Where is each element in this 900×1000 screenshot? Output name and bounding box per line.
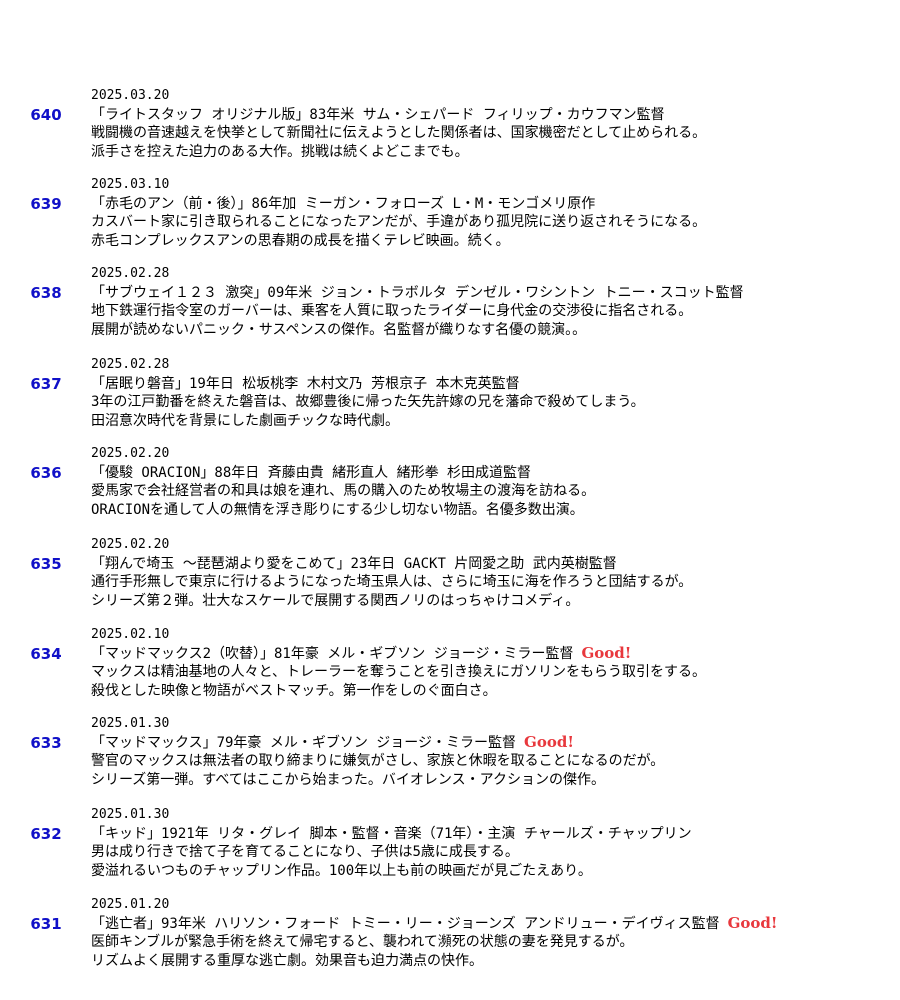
- good-badge: Good!: [727, 914, 778, 932]
- entry-number: 636: [30, 464, 62, 482]
- entry-title: 「マッドマックス」79年豪 メル・ギブソン ジョージ・ミラー監督: [91, 735, 517, 751]
- entry-text: 2025.02.10 「マッドマックス2（吹替）」81年豪 メル・ギブソン ジョ…: [91, 625, 706, 701]
- entry-number: 637: [30, 375, 62, 393]
- entry-date: 2025.01.30: [91, 807, 170, 822]
- entry-title: 「居眠り磐音」19年日 松坂桃李 木村文乃 芳根京子 本木克英監督: [91, 376, 520, 392]
- entry-title-line: 「マッドマックス2（吹替）」81年豪 メル・ギブソン ジョージ・ミラー監督 Goo…: [91, 644, 706, 663]
- entry-date: 2025.03.20: [91, 88, 170, 103]
- entry-text: 2025.01.20 「逃亡者」93年米 ハリソン・フォード トミー・リー・ジョ…: [91, 895, 778, 971]
- movie-entry: 638 2025.02.28 「サブウェイ１２３ 激突」09年米 ジョン・トラボ…: [0, 264, 900, 354]
- entry-comment: ORACIONを通して人の無情を浮き彫りにする少し切ない物語。名優多数出演。: [91, 502, 584, 518]
- entry-comment: 田沼意次時代を背景にした劇画チックな時代劇。: [91, 413, 399, 429]
- entry-synopsis: 戦闘機の音速越えを快挙として新聞社に伝えようとした関係者は、国家機密だとして止め…: [91, 125, 707, 141]
- entry-title: 「マッドマックス2（吹替）」81年豪 メル・ギブソン ジョージ・ミラー監督: [91, 646, 574, 662]
- entry-comment: シリーズ第２弾。壮大なスケールで展開する関西ノリのはっちゃけコメディ。: [91, 593, 580, 609]
- entry-number: 633: [30, 734, 62, 752]
- entry-number: 638: [30, 284, 62, 302]
- entry-number: 639: [30, 195, 62, 213]
- good-badge: Good!: [581, 644, 632, 662]
- movie-entry: 640 2025.03.20 「ライトスタッフ オリジナル版」83年米 サム・シ…: [0, 86, 900, 176]
- entry-text: 2025.01.30 「キッド」1921年 リタ・グレイ 脚本・監督・音楽（71…: [91, 805, 700, 881]
- movie-entry: 634 2025.02.10 「マッドマックス2（吹替）」81年豪 メル・ギブソ…: [0, 625, 900, 715]
- entry-number: 640: [30, 106, 62, 124]
- entry-synopsis: マックスは精油基地の人々と、トレーラーを奪うことを引き換えにガソリンをもらう取引…: [91, 664, 707, 680]
- entry-synopsis: カスバート家に引き取られることになったアンだが、手違があり孤児院に送り返されそう…: [91, 214, 707, 230]
- entry-comment: シリーズ第一弾。すべてはここから始まった。バイオレンス・アクションの傑作。: [91, 772, 605, 788]
- entry-synopsis: 通行手形無しで東京に行けるようになった埼玉県人は、さらに埼玉に海を作ろうと団結す…: [91, 574, 693, 590]
- entry-title: 「ライトスタッフ オリジナル版」83年米 サム・シェパード フィリップ・カウフマ…: [91, 107, 665, 123]
- entry-text: 2025.03.20 「ライトスタッフ オリジナル版」83年米 サム・シェパード…: [91, 86, 706, 162]
- entry-title-line: 「サブウェイ１２３ 激突」09年米 ジョン・トラボルタ デンゼル・ワシントン ト…: [91, 283, 752, 302]
- movie-entry: 636 2025.02.20 「優駿 ORACION」88年日 斉藤由貴 緒形直…: [0, 444, 900, 534]
- entry-date: 2025.03.10: [91, 177, 170, 192]
- entry-date: 2025.01.30: [91, 716, 170, 731]
- entry-synopsis: 男は成り行きで捨て子を育てることになり、子供は5歳に成長する。: [91, 844, 519, 860]
- entry-comment: 殺伐とした映像と物語がベストマッチ。第一作をしのぐ面白さ。: [91, 683, 497, 699]
- entry-synopsis: 3年の江戸勤番を終えた磐音は、故郷豊後に帰った矢先許嫁の兄を藩命で殺めてしまう。: [91, 394, 645, 410]
- entry-number: 634: [30, 645, 62, 663]
- entry-number: 635: [30, 555, 62, 573]
- entry-title-line: 「翔んで埼玉 ～琵琶湖より愛をこめて」23年日 GACKT 片岡愛之助 武内英樹…: [91, 554, 692, 573]
- entry-title: 「赤毛のアン（前・後）」86年加 ミーガン・フォローズ L・M・モンゴメリ原作: [91, 196, 596, 212]
- movie-entry: 632 2025.01.30 「キッド」1921年 リタ・グレイ 脚本・監督・音…: [0, 805, 900, 895]
- movie-entry: 639 2025.03.10 「赤毛のアン（前・後）」86年加 ミーガン・フォロ…: [0, 175, 900, 265]
- entry-synopsis: 愛馬家で会社経営者の和具は娘を連れ、馬の購入のため牧場主の渡海を訪ねる。: [91, 483, 596, 499]
- entry-text: 2025.02.20 「優駿 ORACION」88年日 斉藤由貴 緒形直人 緒形…: [91, 444, 595, 520]
- entry-title: 「翔んで埼玉 ～琵琶湖より愛をこめて」23年日 GACKT 片岡愛之助 武内英樹…: [91, 556, 617, 572]
- entry-comment: 展開が読めないパニック・サスペンスの傑作。名監督が織りなす名優の競演。。: [91, 322, 587, 338]
- entry-date: 2025.02.20: [91, 537, 170, 552]
- entry-title: 「サブウェイ１２３ 激突」09年米 ジョン・トラボルタ デンゼル・ワシントン ト…: [91, 285, 744, 301]
- entry-comment: 赤毛コンプレックスアンの思春期の成長を描くテレビ映画。続く。: [91, 233, 510, 249]
- entry-date: 2025.01.20: [91, 897, 170, 912]
- entry-title-line: 「キッド」1921年 リタ・グレイ 脚本・監督・音楽（71年）・主演 チャールズ…: [91, 824, 700, 843]
- movie-entry: 635 2025.02.20 「翔んで埼玉 ～琵琶湖より愛をこめて」23年日 G…: [0, 535, 900, 625]
- entry-synopsis: 地下鉄運行指令室のガーバーは、乗客を人質に取ったライダーに身代金の交渉役に指名さ…: [91, 303, 693, 319]
- entry-text: 2025.02.28 「サブウェイ１２３ 激突」09年米 ジョン・トラボルタ デ…: [91, 264, 752, 340]
- entry-text: 2025.03.10 「赤毛のアン（前・後）」86年加 ミーガン・フォローズ L…: [91, 175, 706, 251]
- entry-synopsis: 警官のマックスは無法者の取り締まりに嫌気がさし、家族と休暇を取ることになるのだが…: [91, 753, 665, 769]
- entry-synopsis: 医師キンブルが緊急手術を終えて帰宅すると、襲われて瀕死の状態の妻を発見するが。: [91, 934, 634, 950]
- entry-title-line: 「マッドマックス」79年豪 メル・ギブソン ジョージ・ミラー監督 Good!: [91, 733, 664, 752]
- entry-date: 2025.02.28: [91, 357, 170, 372]
- movie-entry: 637 2025.02.28 「居眠り磐音」19年日 松坂桃李 木村文乃 芳根京…: [0, 355, 900, 445]
- entry-text: 2025.01.30 「マッドマックス」79年豪 メル・ギブソン ジョージ・ミラ…: [91, 714, 664, 790]
- good-badge: Good!: [524, 733, 574, 751]
- entry-number: 632: [30, 825, 62, 843]
- entry-comment: リズムよく展開する重厚な逃亡劇。効果音も迫力満点の快作。: [91, 953, 483, 969]
- entry-comment: 派手さを控えた迫力のある大作。挑戦は続くよどこまでも。: [91, 144, 469, 160]
- entry-title-line: 「居眠り磐音」19年日 松坂桃李 木村文乃 芳根京子 本木克英監督: [91, 374, 645, 393]
- entry-date: 2025.02.28: [91, 266, 170, 281]
- entry-title-line: 「赤毛のアン（前・後）」86年加 ミーガン・フォローズ L・M・モンゴメリ原作: [91, 194, 706, 213]
- movie-entry: 633 2025.01.30 「マッドマックス」79年豪 メル・ギブソン ジョー…: [0, 714, 900, 804]
- entry-text: 2025.02.20 「翔んで埼玉 ～琵琶湖より愛をこめて」23年日 GACKT…: [91, 535, 692, 611]
- entry-date: 2025.02.10: [91, 627, 170, 642]
- movie-entry: 631 2025.01.20 「逃亡者」93年米 ハリソン・フォード トミー・リ…: [0, 895, 900, 985]
- entry-title-line: 「逃亡者」93年米 ハリソン・フォード トミー・リー・ジョーンズ アンドリュー・…: [91, 914, 778, 933]
- entry-title: 「逃亡者」93年米 ハリソン・フォード トミー・リー・ジョーンズ アンドリュー・…: [91, 916, 720, 932]
- entry-date: 2025.02.20: [91, 446, 170, 461]
- entry-comment: 愛溢れるいつものチャップリン作品。100年以上も前の映画だが見ごたえあり。: [91, 863, 592, 879]
- entry-title-line: 「優駿 ORACION」88年日 斉藤由貴 緒形直人 緒形拳 杉田成道監督: [91, 463, 595, 482]
- entry-title: 「キッド」1921年 リタ・グレイ 脚本・監督・音楽（71年）・主演 チャールズ…: [91, 826, 692, 842]
- entry-text: 2025.02.28 「居眠り磐音」19年日 松坂桃李 木村文乃 芳根京子 本木…: [91, 355, 645, 431]
- entry-title-line: 「ライトスタッフ オリジナル版」83年米 サム・シェパード フィリップ・カウフマ…: [91, 105, 706, 124]
- entry-number: 631: [30, 915, 62, 933]
- entry-title: 「優駿 ORACION」88年日 斉藤由貴 緒形直人 緒形拳 杉田成道監督: [91, 465, 532, 481]
